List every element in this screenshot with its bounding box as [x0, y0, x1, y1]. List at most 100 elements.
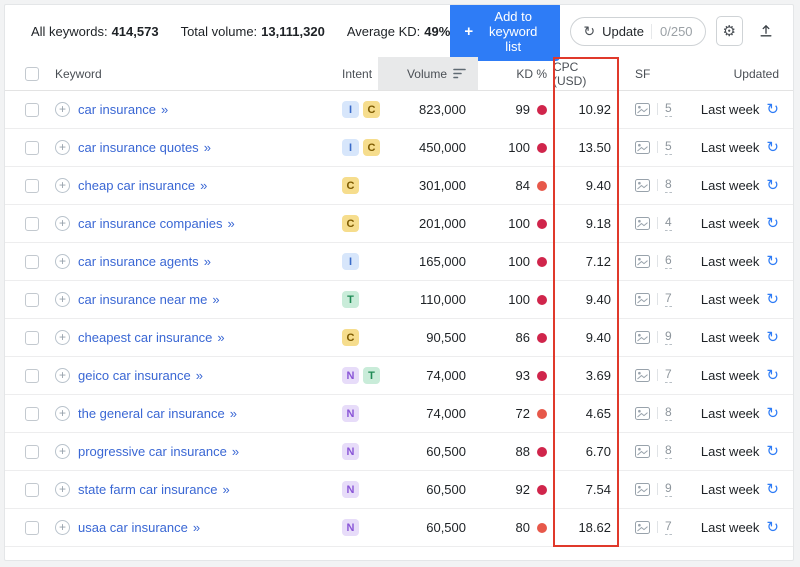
sf-divider	[657, 179, 658, 192]
volume-value: 74,000	[426, 368, 466, 383]
row-checkbox[interactable]	[25, 482, 39, 497]
settings-button[interactable]: ⚙	[715, 16, 743, 46]
add-keyword-icon[interactable]: +	[55, 444, 70, 459]
intent-badges: N	[320, 443, 378, 460]
row-refresh-icon[interactable]: ↻	[766, 443, 779, 460]
row-checkbox[interactable]	[25, 102, 39, 117]
updated-value: Last week	[700, 178, 760, 193]
intent-badges: T	[320, 291, 378, 308]
keyword-link[interactable]: car insurance quotes	[78, 140, 199, 155]
row-refresh-icon[interactable]: ↻	[766, 215, 779, 232]
update-button[interactable]: ↻ Update 0/250	[570, 16, 706, 46]
header-keyword[interactable]: Keyword	[55, 66, 102, 81]
chevron-double-right-icon[interactable]: »	[222, 482, 230, 497]
add-keyword-icon[interactable]: +	[55, 520, 70, 535]
chevron-double-right-icon[interactable]: »	[161, 102, 169, 117]
keyword-link[interactable]: state farm car insurance	[78, 482, 218, 497]
sf-count-link[interactable]: 8	[665, 443, 672, 459]
add-keyword-icon[interactable]: +	[55, 330, 70, 345]
row-refresh-icon[interactable]: ↻	[766, 481, 779, 498]
add-keyword-icon[interactable]: +	[55, 140, 70, 155]
volume-value: 60,500	[426, 482, 466, 497]
keyword-link[interactable]: geico car insurance	[78, 368, 191, 383]
keyword-link[interactable]: car insurance	[78, 102, 157, 117]
chevron-double-right-icon[interactable]: »	[217, 330, 225, 345]
row-checkbox[interactable]	[25, 368, 39, 383]
add-keyword-icon[interactable]: +	[55, 292, 70, 307]
keyword-link[interactable]: the general car insurance	[78, 406, 225, 421]
keyword-link[interactable]: cheapest car insurance	[78, 330, 213, 345]
keyword-link[interactable]: car insurance agents	[78, 254, 199, 269]
chevron-double-right-icon[interactable]: »	[195, 368, 203, 383]
sf-count-link[interactable]: 5	[665, 139, 672, 155]
add-keyword-icon[interactable]: +	[55, 178, 70, 193]
row-refresh-icon[interactable]: ↻	[766, 101, 779, 118]
row-refresh-icon[interactable]: ↻	[766, 291, 779, 308]
add-to-keyword-list-button[interactable]: + Add to keyword list	[450, 5, 561, 61]
header-cpc[interactable]: CPC (USD)	[553, 59, 587, 88]
add-keyword-icon[interactable]: +	[55, 368, 70, 383]
row-refresh-icon[interactable]: ↻	[766, 367, 779, 384]
row-refresh-icon[interactable]: ↻	[766, 329, 779, 346]
row-refresh-icon[interactable]: ↻	[766, 139, 779, 156]
chevron-double-right-icon[interactable]: »	[203, 254, 211, 269]
chevron-double-right-icon[interactable]: »	[200, 178, 208, 193]
sf-count-link[interactable]: 9	[665, 481, 672, 497]
chevron-double-right-icon[interactable]: »	[212, 292, 220, 307]
sf-count-link[interactable]: 9	[665, 329, 672, 345]
add-keyword-icon[interactable]: +	[55, 254, 70, 269]
sf-count-link[interactable]: 7	[665, 291, 672, 307]
chevron-double-right-icon[interactable]: »	[203, 140, 211, 155]
add-keyword-icon[interactable]: +	[55, 216, 70, 231]
keyword-link[interactable]: cheap car insurance	[78, 178, 196, 193]
sf-count-link[interactable]: 7	[665, 519, 672, 535]
header-volume[interactable]: Volume	[378, 57, 478, 90]
kd-difficulty-dot	[537, 218, 547, 229]
keyword-table-card: All keywords: 414,573 Total volume: 13,111…	[4, 4, 794, 561]
sf-count-link[interactable]: 5	[665, 101, 672, 117]
chevron-double-right-icon[interactable]: »	[192, 520, 201, 535]
header-intent[interactable]: Intent	[342, 66, 373, 81]
chevron-double-right-icon[interactable]: »	[227, 216, 235, 231]
header-updated[interactable]: Updated	[733, 66, 779, 81]
keyword-link[interactable]: progressive car insurance	[78, 444, 227, 459]
stat-average-kd-value: 49%	[424, 23, 451, 39]
chevron-double-right-icon[interactable]: »	[229, 406, 237, 421]
row-checkbox[interactable]	[25, 520, 39, 535]
sf-count-link[interactable]: 8	[665, 405, 672, 421]
row-refresh-icon[interactable]: ↻	[766, 253, 779, 270]
intent-badge-C: C	[342, 177, 359, 194]
stat-total-volume: Total volume: 13,111,320	[181, 24, 325, 39]
header-sf[interactable]: SF	[635, 66, 651, 81]
keyword-link[interactable]: car insurance near me	[78, 292, 208, 307]
row-checkbox[interactable]	[25, 254, 39, 269]
sf-count-link[interactable]: 6	[665, 253, 672, 269]
row-checkbox[interactable]	[25, 444, 39, 459]
export-button[interactable]	[753, 18, 779, 44]
add-keyword-icon[interactable]: +	[55, 482, 70, 497]
row-checkbox[interactable]	[25, 292, 39, 307]
sf-count-link[interactable]: 4	[665, 215, 672, 231]
table-row: + car insurance agents » I 165,000 100 7…	[5, 243, 793, 281]
header-kd[interactable]: KD %	[516, 66, 547, 81]
add-keyword-icon[interactable]: +	[55, 406, 70, 421]
select-all-checkbox[interactable]	[25, 66, 39, 81]
intent-badges: N	[320, 519, 378, 536]
sf-divider	[657, 369, 658, 382]
row-checkbox[interactable]	[25, 330, 39, 345]
keyword-link[interactable]: usaa car insurance	[78, 520, 188, 535]
row-checkbox[interactable]	[25, 178, 39, 193]
sf-count-link[interactable]: 8	[665, 177, 672, 193]
updated-value: Last week	[700, 254, 760, 269]
row-refresh-icon[interactable]: ↻	[766, 405, 779, 422]
summary-toolbar: All keywords: 414,573 Total volume: 13,111…	[5, 5, 793, 61]
row-refresh-icon[interactable]: ↻	[766, 177, 779, 194]
row-checkbox[interactable]	[25, 406, 39, 421]
add-keyword-icon[interactable]: +	[55, 102, 70, 117]
row-refresh-icon[interactable]: ↻	[766, 519, 779, 536]
keyword-link[interactable]: car insurance companies	[78, 216, 223, 231]
sf-count-link[interactable]: 7	[665, 367, 672, 383]
row-checkbox[interactable]	[25, 140, 39, 155]
row-checkbox[interactable]	[25, 216, 39, 231]
chevron-double-right-icon[interactable]: »	[231, 444, 240, 459]
